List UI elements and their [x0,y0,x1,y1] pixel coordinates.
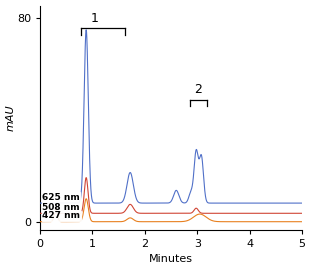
Text: 625 nm: 625 nm [42,193,80,202]
Text: 1: 1 [91,12,99,25]
Text: 427 nm: 427 nm [42,211,80,220]
Text: 2: 2 [194,83,202,96]
Y-axis label: mAU: mAU [6,104,16,131]
X-axis label: Minutes: Minutes [149,254,193,264]
Text: 508 nm: 508 nm [42,203,80,212]
